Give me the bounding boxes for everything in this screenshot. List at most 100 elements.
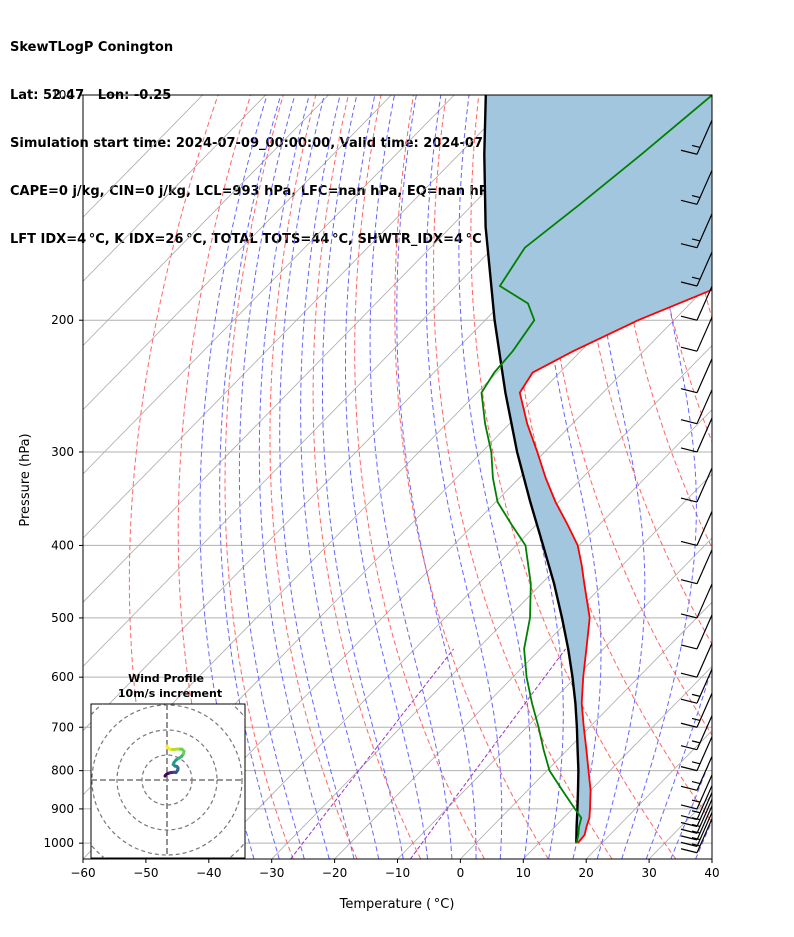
dry-adiabat-line (354, 95, 485, 859)
chart-title-block: SkewTLogP Conington Lat: 52.47 Lon: -0.2… (10, 8, 603, 264)
wind-barb (680, 693, 712, 728)
wind-barb (680, 756, 712, 791)
y-tick-label: 900 (51, 802, 74, 816)
wind-barb (680, 213, 712, 249)
parcel-shading (484, 95, 712, 844)
wind-barb (680, 774, 712, 810)
y-tick-label: 200 (51, 313, 74, 327)
moist-adiabat-line (720, 95, 794, 859)
wind-barb (680, 668, 712, 704)
dry-adiabat-line (394, 95, 549, 859)
isotherm-line (83, 95, 329, 347)
moist-adiabat-line (425, 95, 503, 859)
mixing-ratio-line (409, 648, 567, 859)
dry-adiabat-line (641, 95, 712, 444)
wind-barb (680, 583, 712, 619)
wind-barb (680, 642, 712, 678)
dry-adiabat-line (739, 95, 794, 859)
x-tick-label: −10 (385, 866, 410, 880)
mixing-ratio-line (290, 648, 454, 859)
dry-adiabat-line (470, 95, 677, 859)
wind-barb (680, 251, 712, 287)
indices-line-2: LFT IDX=4 °C, K IDX=26 °C, TOTAL TOTS=44… (10, 232, 482, 247)
hodograph-title: Wind Profile (128, 672, 204, 685)
isotherm-line (585, 730, 712, 859)
moist-adiabat-line (586, 95, 646, 859)
wind-barb (680, 792, 712, 828)
y-tick-label: 100 (51, 88, 74, 102)
isotherm-line (271, 409, 712, 859)
moist-adiabat-line (258, 95, 330, 859)
moist-adiabat-line (396, 95, 477, 859)
hodograph-trace-segment (165, 744, 170, 750)
isotherm-line (83, 95, 455, 475)
wind-barb (680, 785, 712, 821)
dry-adiabat-line (269, 95, 358, 859)
wind-barb (680, 614, 712, 650)
isotherm-line (83, 95, 392, 411)
isotherm-line (208, 344, 712, 859)
x-axis-label: Temperature ( °C) (339, 897, 455, 912)
moist-adiabat-line (279, 95, 355, 859)
x-tick-label: −50 (133, 866, 158, 880)
dry-adiabat-line (312, 95, 422, 859)
wind-barb (680, 316, 712, 352)
chart-title: SkewTLogP Conington (10, 40, 174, 55)
moist-adiabat-line (322, 95, 404, 859)
x-tick-label: 30 (641, 866, 656, 880)
wind-barb (680, 389, 712, 425)
wind-barb (680, 467, 712, 503)
isotherm-line (397, 537, 712, 859)
dry-adiabat-line (608, 95, 712, 549)
y-axis-label: Pressure (hPa) (18, 433, 33, 526)
x-tick-label: −30 (259, 866, 284, 880)
isotherm-line (334, 473, 712, 859)
hodograph-plot (91, 704, 245, 858)
isotherm-line (83, 95, 581, 603)
wind-barb (680, 119, 712, 155)
y-tick-label: 400 (51, 538, 74, 552)
wind-barb (680, 715, 712, 751)
x-tick-label: −20 (322, 866, 347, 880)
y-tick-label: 300 (51, 445, 74, 459)
y-tick-label: 800 (51, 764, 74, 778)
wind-barb (680, 549, 712, 585)
x-tick-label: 0 (457, 866, 465, 880)
x-tick-label: 40 (704, 866, 719, 880)
wind-barb (680, 812, 712, 847)
x-tick-label: 20 (579, 866, 594, 880)
dry-adiabat-line (177, 95, 252, 859)
isotherm-line (145, 280, 712, 859)
dry-adiabat-line (506, 95, 712, 823)
dry-adiabat-line (706, 95, 712, 146)
moist-adiabat-line (369, 95, 453, 859)
temperature-profile-line (518, 288, 712, 844)
moist-adiabat-line (670, 754, 712, 859)
wind-barb (680, 805, 712, 841)
wind-barb (680, 285, 712, 321)
moist-adiabat-line (219, 95, 282, 859)
dry-adiabat-line (772, 95, 794, 859)
wind-barb (680, 511, 712, 547)
parcel-profile-line (483, 95, 580, 844)
y-tick-label: 600 (51, 670, 74, 684)
wind-barb (680, 818, 712, 854)
y-tick-label: 1000 (43, 836, 74, 850)
wind-barb (680, 417, 712, 453)
dry-adiabat-line (224, 95, 294, 859)
moist-adiabat-line (621, 95, 697, 859)
moist-adiabat-line (537, 95, 602, 859)
x-tick-label: −60 (70, 866, 95, 880)
isotherm-line (711, 858, 712, 859)
wind-barb (680, 358, 712, 394)
y-tick-label: 500 (51, 611, 74, 625)
moist-adiabat-line (645, 666, 712, 859)
x-tick-label: 10 (516, 866, 531, 880)
x-tick-label: −40 (196, 866, 221, 880)
moist-adiabat-line (300, 95, 380, 859)
dry-adiabat-line (128, 95, 219, 859)
moist-adiabat-line (345, 95, 429, 859)
wind-barb (680, 799, 712, 834)
isotherm-line (523, 665, 712, 859)
